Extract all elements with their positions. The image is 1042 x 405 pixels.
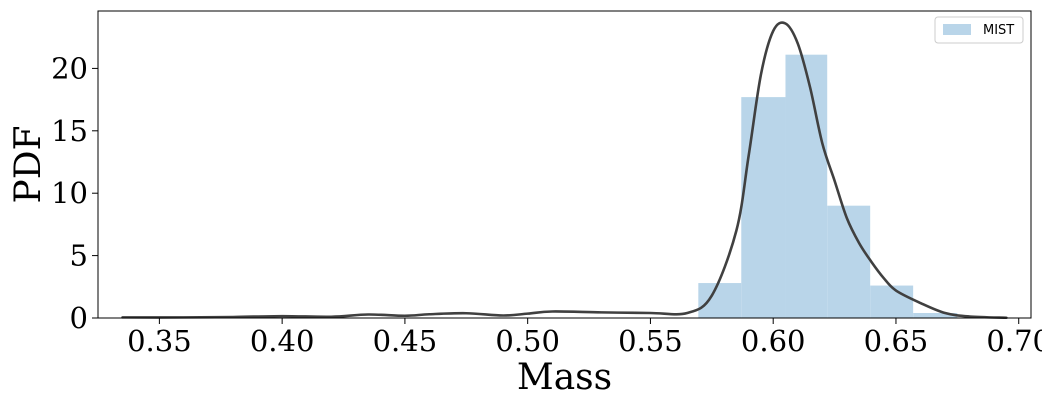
plot-frame bbox=[97, 10, 1032, 319]
x-axis-label: Mass bbox=[517, 357, 612, 398]
x-tick-label: 0.60 bbox=[741, 324, 806, 358]
x-tick-label: 0.40 bbox=[250, 324, 315, 358]
histogram-bar-4 bbox=[870, 285, 914, 318]
x-axis-ticks: 0.35 0.40 0.45 0.50 0.55 0.60 0.65 0.70 bbox=[127, 318, 1042, 358]
histogram-bar-2 bbox=[785, 54, 828, 318]
histogram-bars bbox=[698, 54, 958, 318]
histogram-bar-5 bbox=[913, 313, 958, 318]
y-tick-label: 15 bbox=[51, 114, 88, 148]
legend: MIST bbox=[934, 16, 1024, 44]
kde-curve-layer bbox=[121, 21, 1008, 320]
histogram-bar-1 bbox=[741, 97, 786, 318]
y-tick-label: 20 bbox=[51, 51, 88, 85]
x-tick-label: 0.45 bbox=[373, 324, 438, 358]
y-tick-label: 0 bbox=[70, 301, 88, 335]
y-tick-label: 10 bbox=[51, 176, 88, 210]
legend-swatch-mist bbox=[943, 24, 971, 35]
legend-box bbox=[934, 16, 1024, 44]
y-tick-label: 5 bbox=[70, 239, 88, 273]
x-tick-label: 0.65 bbox=[864, 324, 929, 358]
kde-curve bbox=[121, 21, 1008, 320]
histogram-bar-0 bbox=[698, 283, 742, 318]
x-tick-label: 0.70 bbox=[986, 324, 1042, 358]
y-axis-label: PDF bbox=[8, 125, 49, 203]
x-tick-label: 0.35 bbox=[127, 324, 192, 358]
y-axis-ticks: 0 5 10 15 20 bbox=[51, 51, 98, 335]
x-tick-label: 0.50 bbox=[495, 324, 560, 358]
legend-label-mist: MIST bbox=[983, 23, 1014, 38]
x-tick-label: 0.55 bbox=[618, 324, 683, 358]
